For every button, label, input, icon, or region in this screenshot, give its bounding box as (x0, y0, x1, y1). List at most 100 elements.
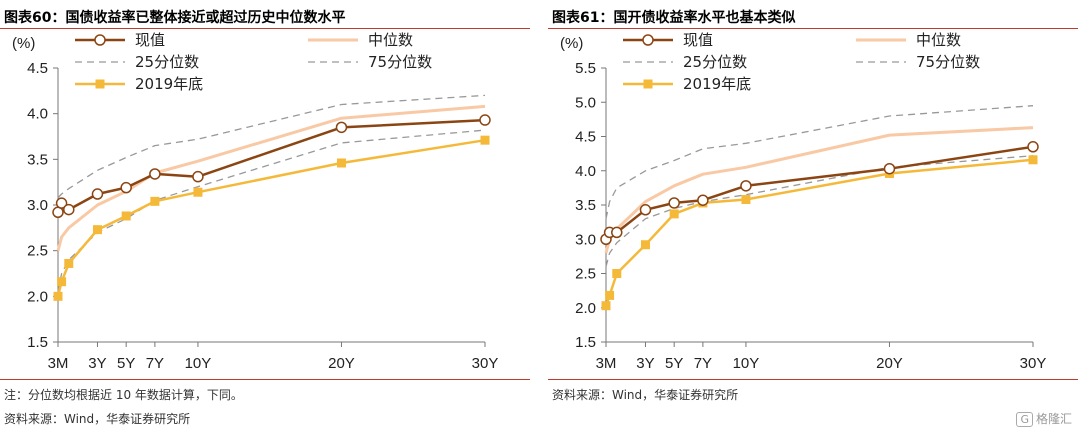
legend-label: 2019年底 (135, 75, 203, 93)
legend-label: 25分位数 (683, 53, 747, 71)
y-tick-label: 1.5 (27, 334, 48, 351)
y-tick-label: 4.5 (27, 60, 48, 77)
series-line-p75 (605, 105, 1034, 219)
legend-item-end-2019: 2019年底 (623, 75, 751, 93)
data-point-current (740, 180, 752, 192)
legend-item-p25: 25分位数 (623, 53, 747, 71)
x-tick-label: 10Y (733, 355, 760, 372)
legend-label: 25分位数 (135, 53, 199, 71)
series-line-median (56, 104, 486, 252)
figure-label: 图表61： (552, 10, 614, 26)
figure-label: 图表60： (4, 10, 66, 26)
data-point-end-2019 (336, 158, 346, 168)
y-tick-label: 2.0 (27, 288, 48, 305)
x-tick-label: 30Y (472, 355, 499, 372)
x-tick-label: 30Y (1020, 355, 1047, 372)
data-point-current (335, 121, 348, 134)
series-line-median (604, 126, 1034, 254)
y-tick-label: 3.5 (27, 151, 48, 168)
data-point-end-2019 (193, 187, 203, 197)
data-point-end-2019 (121, 211, 131, 221)
data-point-end-2019 (741, 195, 751, 205)
series-line-current (604, 145, 1034, 240)
data-point-end-2019 (57, 277, 67, 287)
source-note: 资料来源：Wind，华泰证券研究所 (4, 412, 191, 426)
y-tick-label: 4.5 (575, 129, 596, 146)
legend-item-p25: 25分位数 (75, 53, 199, 71)
legend-marker-circle (94, 34, 106, 46)
legend-label: 75分位数 (916, 53, 980, 71)
yield-curve-chart: 4.5 4.0 3.5 3.0 2.5 2.0 1.5 (%) 3M 3Y 5Y 7Y 10Y 20Y 30… (12, 31, 499, 372)
y-tick-label: 4.0 (575, 163, 596, 180)
legend-label: 75分位数 (368, 53, 432, 71)
data-point-end-2019 (92, 225, 102, 235)
legend-label: 中位数 (368, 31, 413, 49)
x-tick-label: 10Y (185, 355, 212, 372)
data-point-end-2019 (601, 301, 611, 311)
chart-panel-left: 图表60：国债收益率已整体接近或超过历史中位数水平 4.5 4.0 3.5 3.0 2.… (0, 0, 530, 435)
legend-label: 现值 (135, 31, 165, 49)
data-point-current (883, 162, 896, 175)
title-divider (0, 28, 530, 29)
x-tick-label: 3M (596, 355, 617, 372)
series-line-end-2019 (604, 158, 1034, 307)
series-line-p75 (57, 94, 486, 199)
y-tick-label: 2.5 (575, 266, 596, 283)
watermark: G 格隆汇 (1016, 410, 1072, 427)
x-tick-label: 20Y (328, 355, 355, 372)
data-point-current (611, 226, 623, 239)
x-tick-label: 5Y (665, 355, 683, 372)
data-point-current (149, 168, 161, 180)
series-line-p25 (605, 155, 1034, 267)
data-point-current (479, 114, 491, 126)
data-point-end-2019 (669, 209, 679, 219)
y-tick-label: 3.0 (27, 197, 48, 214)
data-point-current (63, 203, 75, 216)
legend-item-current: 现值 (75, 31, 165, 49)
x-tick-label: 3M (48, 355, 69, 372)
legend-label: 中位数 (916, 31, 961, 49)
data-point-current (192, 170, 204, 183)
legend-item-p75: 75分位数 (308, 53, 432, 71)
data-point-end-2019 (480, 135, 490, 145)
data-point-end-2019 (640, 240, 650, 250)
y-tick-label: 3.0 (575, 231, 596, 248)
legend-marker-square (643, 79, 653, 89)
data-point-current (55, 197, 68, 209)
legend-item-median: 中位数 (308, 31, 413, 49)
footnote: 注：分位数均根据近 10 年数据计算，下同。 (4, 388, 243, 402)
figure-title: 图表61：国开债收益率水平也基本类似 (552, 7, 795, 27)
footer-divider (548, 379, 1078, 380)
footer-divider (0, 379, 530, 380)
legend-item-current: 现值 (623, 31, 713, 49)
legend-item-p75: 75分位数 (856, 53, 980, 71)
data-point-current (639, 204, 652, 216)
y-axis-unit-label: (%) (560, 35, 583, 52)
legend-label: 现值 (683, 31, 713, 49)
legend-item-median: 中位数 (856, 31, 961, 49)
yield-curve-chart: 5.5 5.0 4.5 4.0 3.5 3.0 2.5 2.0 1.5 (%) 3M 3Y 5Y 7Y 10… (560, 31, 1047, 372)
data-point-current (1027, 141, 1039, 153)
chart-panel-right: 图表61：国开债收益率水平也基本类似 5.5 5.0 4.5 4.0 3.5 3.0 2.5… (548, 0, 1078, 435)
data-point-end-2019 (1028, 155, 1038, 165)
data-point-end-2019 (605, 290, 615, 300)
x-tick-label: 7Y (694, 355, 712, 372)
legend-marker-circle (642, 34, 654, 46)
series-line-current (56, 118, 486, 213)
data-point-end-2019 (53, 291, 63, 301)
data-point-current (697, 194, 709, 206)
y-tick-label: 5.0 (575, 94, 596, 111)
x-tick-label: 3Y (88, 355, 106, 372)
y-tick-label: 3.5 (575, 197, 596, 214)
data-point-end-2019 (64, 258, 74, 268)
figure-title-text: 国债收益率已整体接近或超过历史中位数水平 (65, 10, 346, 26)
x-tick-label: 7Y (146, 355, 164, 372)
x-tick-label: 5Y (117, 355, 135, 372)
data-point-current (120, 181, 132, 194)
watermark-logo-icon: G (1016, 412, 1033, 427)
legend-item-end-2019: 2019年底 (75, 75, 203, 93)
title-divider (548, 28, 1078, 29)
data-point-end-2019 (612, 269, 622, 278)
data-point-end-2019 (150, 196, 160, 206)
legend-label: 2019年底 (683, 75, 751, 93)
